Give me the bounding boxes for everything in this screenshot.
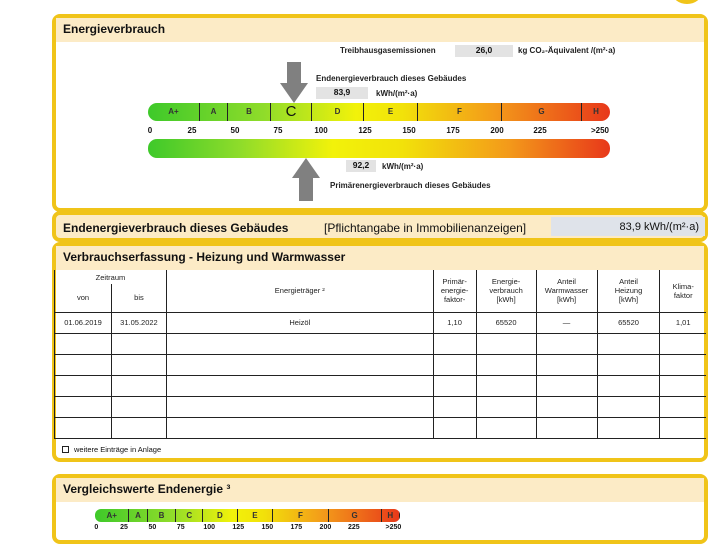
end-value: 83,9 xyxy=(316,87,368,99)
vergleich-class-A+: A+ xyxy=(95,509,130,522)
summary-note: [Pflichtangabe in Immobilienanzeigen] xyxy=(324,221,527,235)
vergleich-scale: A+ A B C D E F G H xyxy=(95,509,400,522)
verbrauch-table: Zeitraum Energieträger ² Primär- energie… xyxy=(54,270,706,439)
scale-tick: 25 xyxy=(187,126,197,135)
empty-table-row xyxy=(54,353,706,376)
header-traeger: Energieträger ² xyxy=(165,270,434,313)
vergleich-class-H: H xyxy=(382,509,400,522)
header-bis: bis xyxy=(110,284,167,313)
corner-decoration xyxy=(672,0,702,4)
panel-title: Vergleichswerte Endenergie ³ xyxy=(56,478,704,502)
cell-warmwasser: — xyxy=(535,311,598,334)
header-energie: Energie- verbrauch [kWh] xyxy=(475,270,537,313)
energy-class-E: E xyxy=(364,103,418,121)
table-row: 01.06.2019 31.05.2022 Heizöl 1,10 65520 … xyxy=(54,311,706,334)
scale-tick: 200 xyxy=(490,126,504,135)
header-primaer: Primär- energie- faktor- xyxy=(432,270,477,313)
vergleich-tick: 100 xyxy=(203,524,216,531)
prim-value: 92,2 xyxy=(346,160,376,172)
header-klima: Klima- faktor xyxy=(659,270,706,313)
vergleich-tick: 25 xyxy=(120,524,128,531)
treibhaus-label: Treibhausgasemissionen xyxy=(340,46,436,55)
energy-class-A: A xyxy=(200,103,228,121)
treibhaus-value: 26,0 xyxy=(455,45,513,57)
endenergie-arrow-icon xyxy=(287,62,301,84)
weitere-eintraege-checkbox[interactable] xyxy=(62,446,69,453)
scale-tick: 125 xyxy=(358,126,372,135)
vergleich-tick: 175 xyxy=(290,524,303,531)
panel-title: Energieverbrauch xyxy=(56,18,704,42)
weitere-eintraege-label: weitere Einträge in Anlage xyxy=(74,445,162,454)
cell-heizung: 65520 xyxy=(596,311,661,334)
vergleich-tick: 150 xyxy=(261,524,274,531)
scale-tick: 75 xyxy=(273,126,283,135)
empty-table-row xyxy=(54,395,706,418)
vergleich-class-C: C xyxy=(176,509,204,522)
energy-class-C: C xyxy=(271,103,312,121)
scale-tick: >250 xyxy=(590,126,610,135)
cell-von: 01.06.2019 xyxy=(54,311,112,334)
vergleich-class-B: B xyxy=(148,509,177,522)
vergleich-tick: 200 xyxy=(319,524,332,531)
vergleich-class-D: D xyxy=(203,509,238,522)
end-label: Endenergieverbrauch dieses Gebäudes xyxy=(316,74,467,83)
scale-tick: 50 xyxy=(230,126,240,135)
vergleich-class-F: F xyxy=(273,509,329,522)
energy-class-D: D xyxy=(312,103,364,121)
empty-table-row xyxy=(54,374,706,397)
energy-class-F: F xyxy=(418,103,502,121)
vergleich-class-E: E xyxy=(238,509,274,522)
empty-table-row xyxy=(54,332,706,355)
header-von: von xyxy=(54,284,112,313)
treibhaus-unit: kg CO₂-Äquivalent /(m²·a) xyxy=(518,46,616,55)
prim-label: Primärenergieverbrauch dieses Gebäudes xyxy=(330,181,491,190)
cell-primaer: 1,10 xyxy=(432,311,477,334)
header-heizung: Anteil Heizung [kWh] xyxy=(596,270,661,313)
scale-tick: 0 xyxy=(147,126,153,135)
vergleich-tick: 75 xyxy=(176,524,185,531)
header-warmwasser: Anteil Warmwasser [kWh] xyxy=(535,270,598,313)
cell-traeger: Heizöl xyxy=(165,311,434,334)
vergleich-tick: >250 xyxy=(385,524,402,531)
vergleich-tick: 125 xyxy=(232,524,245,531)
primaer-arrowhead-icon xyxy=(292,158,320,178)
scale-tick: 100 xyxy=(314,126,328,135)
panel-title: Verbrauchserfassung - Heizung und Warmwa… xyxy=(56,246,704,270)
energy-scale-top: A+ A B C D E F G H xyxy=(148,103,610,121)
verbrauch-panel: Verbrauchserfassung - Heizung und Warmwa… xyxy=(52,242,708,462)
energy-class-A+: A+ xyxy=(148,103,200,121)
summary-label: Endenergieverbrauch dieses Gebäudes xyxy=(63,221,289,235)
vergleich-tick: 225 xyxy=(347,524,360,531)
energy-scale-bottom xyxy=(148,139,610,158)
scale-tick: 150 xyxy=(402,126,416,135)
summary-panel: Endenergieverbrauch dieses Gebäudes [Pfl… xyxy=(52,211,708,242)
end-unit: kWh/(m²·a) xyxy=(376,89,418,98)
primaer-arrow-icon xyxy=(299,177,313,201)
vergleich-tick: 0 xyxy=(94,524,99,531)
energy-class-H: H xyxy=(593,107,599,116)
energy-class-G: G xyxy=(502,103,582,121)
empty-table-row xyxy=(54,416,706,439)
cell-bis: 31.05.2022 xyxy=(110,311,167,334)
vergleich-class-G: G xyxy=(329,509,382,522)
energy-class-B: B xyxy=(228,103,271,121)
scale-tick: 175 xyxy=(446,126,460,135)
prim-unit: kWh/(m²·a) xyxy=(382,162,424,171)
endenergie-arrowhead-icon xyxy=(280,83,308,103)
cell-energie: 65520 xyxy=(475,311,537,334)
header-zeitraum: Zeitraum xyxy=(54,270,167,284)
summary-value: 83,9 kWh/(m²·a) xyxy=(551,217,705,236)
vergleich-tick: 50 xyxy=(148,524,157,531)
scale-tick: 225 xyxy=(533,126,547,135)
vergleich-class-A: A xyxy=(129,509,148,522)
cell-klima: 1,01 xyxy=(659,311,706,334)
